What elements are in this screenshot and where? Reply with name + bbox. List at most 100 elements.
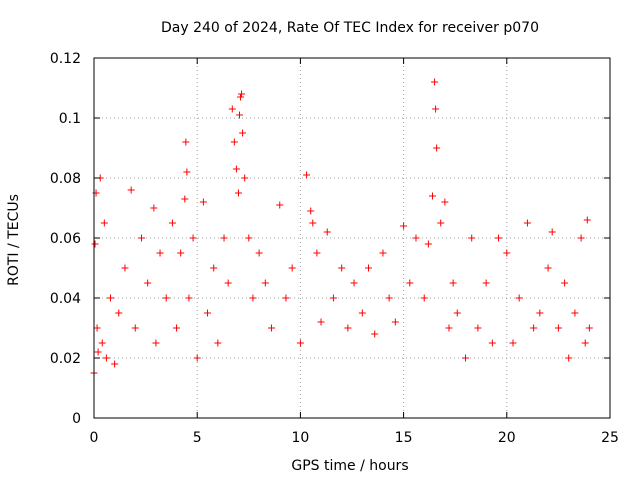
data-points [90,78,593,377]
data-point [137,234,145,242]
data-point [307,207,315,215]
data-point [577,234,585,242]
data-point [234,189,242,197]
data-point [152,339,160,347]
data-point [127,186,135,194]
data-point [433,144,441,152]
data-point [495,234,503,242]
data-point [536,309,544,317]
data-point [424,240,432,248]
data-point [249,294,257,302]
axis-ticks [93,57,611,419]
data-point [241,174,249,182]
data-point [183,168,191,176]
data-point [102,354,110,362]
data-point [385,294,393,302]
data-point [432,105,440,113]
data-point [585,324,593,332]
data-point [323,228,331,236]
data-point [548,228,556,236]
data-point [358,309,366,317]
data-point [276,201,284,209]
x-tick-label: 15 [395,430,413,446]
data-point [338,264,346,272]
data-point [268,324,276,332]
x-tick-label: 5 [193,430,202,446]
data-point [238,90,246,98]
y-axis-label: ROTI / TECUs [6,194,22,286]
x-tick-label: 20 [498,430,516,446]
data-point [237,93,245,101]
data-point [111,360,119,368]
data-point [98,339,106,347]
data-point [462,354,470,362]
data-point [107,294,115,302]
x-tick-label: 25 [601,430,619,446]
data-point [350,279,358,287]
data-point [182,138,190,146]
data-point [474,324,482,332]
data-point [224,279,232,287]
data-point [91,240,99,248]
grid-lines [94,58,610,418]
data-point [193,354,201,362]
y-tick-label: 0.06 [50,231,81,247]
chart-title: Day 240 of 2024, Rate Of TEC Index for r… [161,20,539,36]
data-point [544,264,552,272]
data-point [406,279,414,287]
data-point [428,192,436,200]
y-tick-label: 0.04 [50,291,81,307]
data-point [581,339,589,347]
data-point [391,318,399,326]
y-tick-label: 0 [72,411,81,427]
data-point [230,138,238,146]
data-point [296,339,304,347]
data-point [210,264,218,272]
data-point [228,105,236,113]
data-point [371,330,379,338]
data-point [282,294,290,302]
data-point [329,294,337,302]
y-tick-label: 0.02 [50,351,81,367]
data-point [288,264,296,272]
data-point [220,234,228,242]
data-point [437,219,445,227]
x-tick-labels: 0 5 10 15 20 25 [90,430,619,446]
data-point [441,198,449,206]
data-point [488,339,496,347]
data-point [317,318,325,326]
data-point [449,279,457,287]
y-tick-label: 0.12 [50,51,81,67]
data-point [309,219,317,227]
x-tick-label: 0 [90,430,99,446]
data-point [482,279,490,287]
data-point [261,279,269,287]
data-point [185,294,193,302]
y-tick-label: 0.08 [50,171,81,187]
data-point [162,294,170,302]
data-point [144,279,152,287]
data-point [156,249,164,257]
data-point [303,171,311,179]
data-point [255,249,263,257]
data-point [239,129,247,137]
data-point [420,294,428,302]
data-point [530,324,538,332]
data-point [503,249,511,257]
data-point [150,204,158,212]
data-point [121,264,129,272]
data-point [131,324,139,332]
x-tick-label: 10 [291,430,309,446]
data-point [515,294,523,302]
data-point [168,219,176,227]
data-point [189,234,197,242]
data-point [509,339,517,347]
data-point [177,249,185,257]
data-point [365,264,373,272]
data-point [94,348,102,356]
data-point [100,219,108,227]
data-point [181,195,189,203]
data-point [245,234,253,242]
data-point [431,78,439,86]
